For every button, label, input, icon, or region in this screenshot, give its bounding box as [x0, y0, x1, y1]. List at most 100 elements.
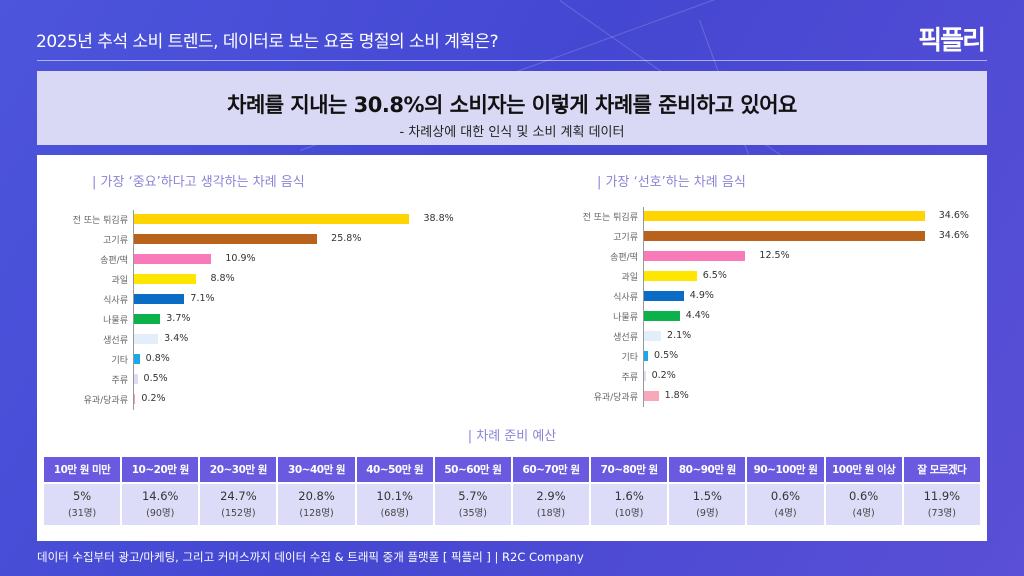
bar-category-label: 전 또는 튀김류 [582, 213, 638, 223]
budget-count: (128명) [299, 507, 334, 519]
bar [134, 314, 161, 324]
bar [134, 374, 138, 384]
budget-column-header: 100만 원 이상 [825, 457, 902, 482]
bar [134, 234, 318, 244]
budget-percent: 10.1% [376, 488, 413, 503]
budget-count: (152명) [221, 507, 256, 519]
budget-cell: 2.9% (18명) [512, 484, 590, 525]
budget-column-header: 10~20만 원 [122, 457, 199, 482]
chart-row: 송편/떡 10.9% [37, 250, 507, 270]
budget-cell: 5% (31명) [44, 484, 121, 525]
budget-column-header: 60~70만 원 [512, 457, 590, 482]
bar-value-label: 2.1% [667, 330, 692, 341]
budget-percent: 1.5% [692, 488, 722, 503]
bar-value-label: 3.4% [164, 333, 189, 344]
header-title: 2025년 추석 소비 트렌드, 데이터로 보는 요즘 명절의 소비 계획은? [36, 32, 499, 52]
logo: 픽플리 [918, 26, 986, 56]
bar-category-label: 과일 [621, 273, 638, 283]
budget-cell: 14.6% (90명) [122, 484, 199, 525]
budget-cell: 1.6% (10명) [591, 484, 668, 525]
chart-row: 생선류 3.4% [37, 330, 507, 350]
chart-row: 생선류 2.1% [511, 327, 981, 347]
bar-category-label: 주류 [621, 373, 638, 383]
bar-value-label: 4.9% [689, 290, 714, 301]
bar-category-label: 나물류 [613, 313, 638, 323]
budget-percent: 5% [72, 488, 92, 503]
bar-category-label: 유과/당과류 [83, 396, 128, 406]
bar-value-label: 1.8% [664, 390, 689, 401]
chart-row: 식사류 7.1% [37, 290, 507, 310]
bar [644, 351, 649, 361]
bar-category-label: 고기류 [103, 236, 128, 246]
bar [134, 214, 410, 224]
budget-table: 10만 원 미만 10~20만 원 20~30만 원 30~40만 원 40~50만 원… [42, 455, 982, 527]
budget-count: (4명) [774, 507, 797, 519]
chart-axis [133, 210, 134, 410]
chart-important: 전 또는 튀김류 38.8% 고기류 25.8% 송편/떡 10.9% 과일 8.8% 식사류 7… [37, 210, 507, 415]
budget-column-header: 50~60만 원 [434, 457, 511, 482]
bar [644, 231, 925, 241]
bar-category-label: 송편/떡 [100, 256, 128, 266]
bar-value-label: 34.6% [938, 210, 969, 221]
bar-value-label: 12.5% [759, 250, 790, 261]
chart-row: 주류 0.2% [511, 367, 981, 387]
chart-row: 기타 0.5% [511, 347, 981, 367]
budget-cell: 0.6% (4명) [747, 484, 824, 525]
bar-category-label: 기타 [111, 356, 128, 366]
chart-row: 고기류 34.6% [511, 227, 981, 247]
budget-cell: 20.8% (128명) [278, 484, 355, 525]
budget-count: (90명) [146, 507, 175, 519]
headline-title: 차례를 지내는 30.8%의 소비자는 이렇게 차례를 준비하고 있어요 [227, 93, 797, 117]
bar-category-label: 고기류 [613, 233, 638, 243]
bar [134, 334, 159, 344]
budget-percent: 20.8% [298, 488, 335, 503]
budget-percent: 2.9% [536, 488, 566, 503]
budget-column-header: 70~80만 원 [591, 457, 668, 482]
bar-value-label: 6.5% [702, 270, 727, 281]
chart-row: 유과/당과류 1.8% [511, 387, 981, 407]
bar-category-label: 식사류 [103, 296, 128, 306]
bar-value-label: 0.2% [651, 370, 676, 381]
budget-count: (73명) [927, 507, 956, 519]
budget-title: | 차례 준비 예산 [467, 429, 557, 444]
chart-preferred: 전 또는 튀김류 34.6% 고기류 34.6% 송편/떡 12.5% 과일 6.5% 식사류 4… [511, 207, 981, 412]
bar-value-label: 0.2% [141, 393, 166, 404]
bar [644, 331, 662, 341]
bar-category-label: 전 또는 튀김류 [72, 216, 128, 226]
budget-percent: 0.6% [770, 488, 801, 503]
chart-row: 유과/당과류 0.2% [37, 390, 507, 410]
bar-category-label: 생선류 [613, 333, 638, 343]
chart-row: 전 또는 튀김류 38.8% [37, 210, 507, 230]
bar-value-label: 34.6% [938, 230, 969, 241]
chart-row: 송편/떡 12.5% [511, 247, 981, 267]
bar [134, 294, 185, 304]
header-divider [37, 60, 987, 61]
budget-column-header: 80~90만 원 [669, 457, 746, 482]
bar-value-label: 8.8% [210, 273, 235, 284]
bar [644, 371, 646, 381]
chart-row: 나물류 4.4% [511, 307, 981, 327]
content-panel: | 가장 ‘중요’하다고 생각하는 차례 음식 | 가장 ‘선호’하는 차례 음… [37, 155, 987, 541]
bar [644, 391, 659, 401]
budget-count: (18명) [536, 507, 566, 519]
budget-cell: 11.9% (73명) [903, 484, 980, 525]
bar-category-label: 식사류 [613, 293, 638, 303]
chart-row: 식사류 4.9% [511, 287, 981, 307]
bar-category-label: 나물류 [103, 316, 128, 326]
budget-column-header: 10만 원 미만 [44, 457, 121, 482]
budget-column-header: 90~100만 원 [747, 457, 824, 482]
bar-value-label: 0.5% [654, 350, 679, 361]
budget-column-header: 잘 모르겠다 [903, 457, 980, 482]
budget-count: (4명) [852, 507, 875, 519]
budget-percent: 0.6% [849, 488, 879, 503]
budget-header-row: 10만 원 미만 10~20만 원 20~30만 원 30~40만 원 40~50만 원… [44, 457, 980, 482]
bar-value-label: 38.8% [423, 213, 454, 224]
budget-cell: 5.7% (35명) [434, 484, 511, 525]
bar [134, 254, 212, 264]
bar-category-label: 생선류 [103, 336, 128, 346]
bar [644, 291, 684, 301]
bar [644, 251, 746, 261]
budget-value-row: 5% (31명) 14.6% (90명) 24.7% (152명) 20.8% (128명) 1… [44, 484, 980, 525]
budget-column-header: 20~30만 원 [200, 457, 277, 482]
bar [134, 274, 197, 284]
